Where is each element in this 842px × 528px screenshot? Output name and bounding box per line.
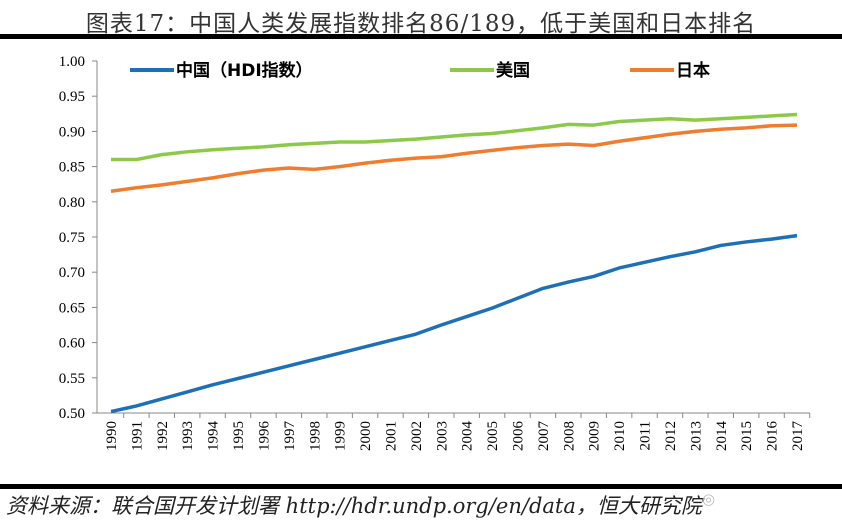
x-tick-label: 2006 xyxy=(511,421,527,452)
legend-label: 日本 xyxy=(676,60,710,81)
y-tick-label: 0.50 xyxy=(59,406,85,422)
x-tick-label: 1990 xyxy=(104,421,120,451)
y-tick-label: 0.70 xyxy=(59,265,85,281)
series-line-1 xyxy=(111,112,798,162)
x-tick-label: 1995 xyxy=(231,421,247,451)
x-tick-label: 2008 xyxy=(561,421,577,451)
legend-label: 中国（HDI指数） xyxy=(176,60,313,81)
x-tick-label: 1996 xyxy=(256,421,272,452)
y-tick-label: 1.00 xyxy=(59,54,85,70)
x-tick-label: 1993 xyxy=(180,421,196,451)
y-tick-label: 0.60 xyxy=(59,336,85,352)
y-tick-label: 0.80 xyxy=(59,195,85,211)
x-tick-label: 2016 xyxy=(765,421,781,452)
watermark-logo: ◎ xyxy=(702,490,716,508)
x-tick-label: 2009 xyxy=(587,421,603,451)
x-tick-label: 2005 xyxy=(485,421,501,451)
y-tick-label: 0.55 xyxy=(59,371,85,387)
x-tick-label: 2017 xyxy=(790,421,806,452)
x-tick-label: 2002 xyxy=(409,421,425,451)
x-tick-label: 1991 xyxy=(129,421,145,451)
series-line-0 xyxy=(110,233,798,414)
x-tick-label: 2014 xyxy=(714,421,730,452)
legend-label: 美国 xyxy=(496,60,530,81)
x-tick-label: 1998 xyxy=(307,421,323,451)
x-tick-label: 2003 xyxy=(434,421,450,451)
x-tick-label: 1994 xyxy=(206,421,222,452)
x-tick-label: 2001 xyxy=(383,421,399,451)
x-tick-label: 2007 xyxy=(536,421,552,452)
y-tick-label: 0.95 xyxy=(59,89,85,105)
y-tick-label: 0.90 xyxy=(59,124,85,140)
x-tick-label: 2012 xyxy=(663,421,679,451)
x-tick-label: 2013 xyxy=(688,421,704,451)
y-tick-label: 0.75 xyxy=(59,230,85,246)
y-tick-label: 0.65 xyxy=(59,300,85,316)
x-tick-label: 2004 xyxy=(460,421,476,452)
y-tick-label: 0.85 xyxy=(59,160,85,176)
bottom-rule xyxy=(0,484,842,489)
x-tick-label: 1999 xyxy=(333,421,349,451)
x-tick-label: 2000 xyxy=(358,421,374,451)
x-tick-label: 1992 xyxy=(155,421,171,451)
x-tick-label: 2011 xyxy=(638,421,654,450)
x-tick-label: 2010 xyxy=(612,421,628,451)
chart-title: 图表17：中国人类发展指数排名86/189，低于美国和日本排名 xyxy=(85,11,757,37)
x-tick-label: 1997 xyxy=(282,421,298,452)
top-rule xyxy=(0,34,842,39)
x-tick-label: 2015 xyxy=(739,421,755,451)
series-line-2 xyxy=(110,123,798,193)
source-note: 资料来源：联合国开发计划署 http://hdr.undp.org/en/dat… xyxy=(6,494,702,518)
